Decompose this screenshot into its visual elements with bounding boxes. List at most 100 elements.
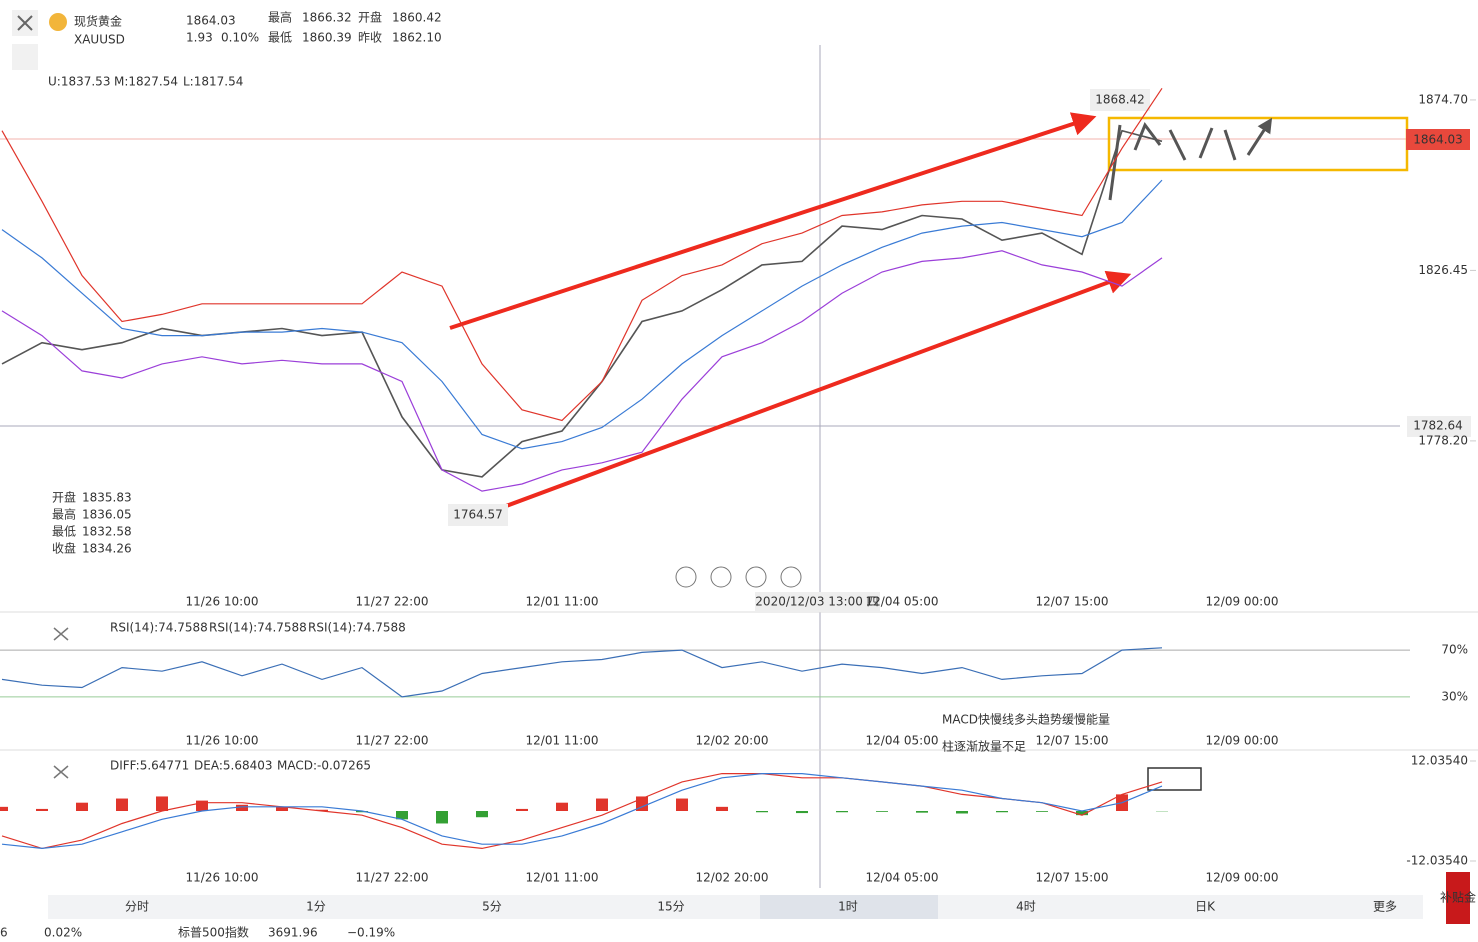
annotation: 柱逐渐放量不足 — [942, 739, 1026, 754]
time-label: 11/27 22:00 — [356, 734, 429, 748]
rsi-label: RSI(14):74.7588 — [209, 621, 307, 635]
macd-bar — [996, 811, 1008, 812]
nav-buttons — [676, 567, 801, 587]
macd-bar — [796, 811, 808, 813]
macd-bar — [916, 811, 928, 813]
time-label: 12/07 15:00 — [1036, 871, 1109, 885]
y-tick-label: -12.03540 — [1406, 854, 1468, 868]
series-line — [2, 774, 1162, 849]
time-label: 12/02 20:00 — [696, 734, 769, 748]
tab[interactable]: 1分 — [306, 900, 326, 914]
time-label: 12/02 20:00 — [696, 871, 769, 885]
macd-bar — [516, 809, 528, 811]
time-label: 12/01 11:00 — [526, 734, 599, 748]
macd-bar — [956, 811, 968, 813]
time-label: 11/26 10:00 — [186, 595, 259, 609]
tab[interactable]: 5分 — [482, 900, 502, 914]
tab[interactable]: 1时 — [838, 900, 858, 914]
rsi-label: RSI(14):74.7588 — [308, 621, 406, 635]
macd-label: MACD:-0.07265 — [277, 759, 371, 773]
side-badge-text[interactable]: 补贴金 — [1440, 890, 1476, 905]
tab[interactable]: 更多 — [1373, 900, 1397, 914]
tab-bar — [48, 895, 1423, 919]
macd-bar — [36, 809, 48, 811]
boll-label: U:1837.53 — [48, 75, 110, 89]
time-label: 12/04 05:00 — [866, 734, 939, 748]
macd-bar — [116, 799, 128, 811]
prev[interactable] — [711, 567, 731, 587]
symbol: XAUUSD — [74, 33, 125, 47]
stat-label: 开盘 — [358, 10, 382, 25]
change: 1.93 — [186, 31, 213, 45]
ohlc-label: 收盘 — [52, 541, 76, 556]
time-label: 11/27 22:00 — [356, 595, 429, 609]
rsi-label: RSI(14):74.7588 — [110, 621, 208, 635]
y-tick-label: 12.03540 — [1411, 754, 1468, 768]
time-label: 12/04 05:00 — [866, 871, 939, 885]
ohlc-value: 1832.58 — [82, 525, 132, 539]
stat-value: 1860.42 — [392, 11, 442, 25]
tab[interactable]: 分时 — [125, 900, 149, 914]
y-tick-label: 70% — [1441, 643, 1468, 657]
ohlc-label: 最高 — [52, 507, 76, 522]
time-label: 12/09 00:00 — [1206, 871, 1279, 885]
next[interactable] — [746, 567, 766, 587]
crosshair-price: 1782.64 — [1413, 419, 1463, 433]
tab[interactable]: 15分 — [657, 900, 684, 914]
time-label: 12/01 11:00 — [526, 595, 599, 609]
instrument-name: 现货黄金 — [74, 14, 122, 29]
macd-bar — [476, 811, 488, 817]
highlight-box — [1109, 118, 1407, 170]
time-label: 11/27 22:00 — [356, 871, 429, 885]
forecast-arrows — [1110, 124, 1268, 200]
low-label: 1764.57 — [453, 508, 503, 522]
time-label: 12/04 05:00 — [866, 595, 939, 609]
macd-bar — [596, 799, 608, 811]
macd-bar — [876, 811, 888, 812]
ohlc-value: 1836.05 — [82, 508, 132, 522]
zoom-out[interactable] — [676, 567, 696, 587]
macd-bar — [0, 807, 8, 811]
macd-label: DEA:5.68403 — [194, 759, 273, 773]
macd-bar — [1036, 811, 1048, 812]
ticker: 3691.96 — [268, 926, 318, 939]
stat-label: 最低 — [268, 31, 292, 45]
crosshair-time: 2020/12/03 13:00 四 — [755, 595, 878, 609]
stat-label: 昨收 — [358, 31, 382, 45]
ohlc-label: 开盘 — [52, 490, 76, 505]
time-label: 11/26 10:00 — [186, 734, 259, 748]
zoom-in[interactable] — [781, 567, 801, 587]
series-line — [2, 180, 1162, 449]
series-line — [2, 131, 1162, 477]
series-line — [2, 774, 1162, 849]
y-tick-label: 1826.45 — [1418, 263, 1468, 277]
boll-label: L:1817.54 — [183, 75, 243, 89]
stat-label: 最高 — [268, 10, 292, 25]
tab[interactable]: 日K — [1195, 900, 1216, 914]
time-label: 12/07 15:00 — [1036, 595, 1109, 609]
tab[interactable]: 4时 — [1016, 900, 1036, 914]
ticker: 标普500指数 — [178, 925, 249, 939]
time-label: 12/01 11:00 — [526, 871, 599, 885]
y-tick-label: 30% — [1441, 689, 1468, 703]
ohlc-value: 1834.26 — [82, 542, 132, 556]
collapse-button[interactable] — [12, 44, 38, 70]
macd-box — [1148, 768, 1201, 790]
time-label: 12/09 00:00 — [1206, 734, 1279, 748]
price: 1864.03 — [186, 14, 236, 28]
time-label: 12/09 00:00 — [1206, 595, 1279, 609]
ticker: 6 — [0, 926, 8, 939]
time-label: 11/26 10:00 — [186, 871, 259, 885]
macd-bar — [756, 811, 768, 812]
macd-bar — [556, 803, 568, 811]
macd-bar — [156, 796, 168, 811]
stat-value: 1860.39 — [302, 31, 352, 45]
stat-value: 1866.32 — [302, 11, 352, 25]
y-tick-label: 1778.20 — [1418, 433, 1468, 447]
change-pct: 0.10% — [221, 31, 259, 45]
ohlc-label: 最低 — [52, 525, 76, 539]
macd-bar — [236, 805, 248, 811]
time-label: 12/07 15:00 — [1036, 734, 1109, 748]
